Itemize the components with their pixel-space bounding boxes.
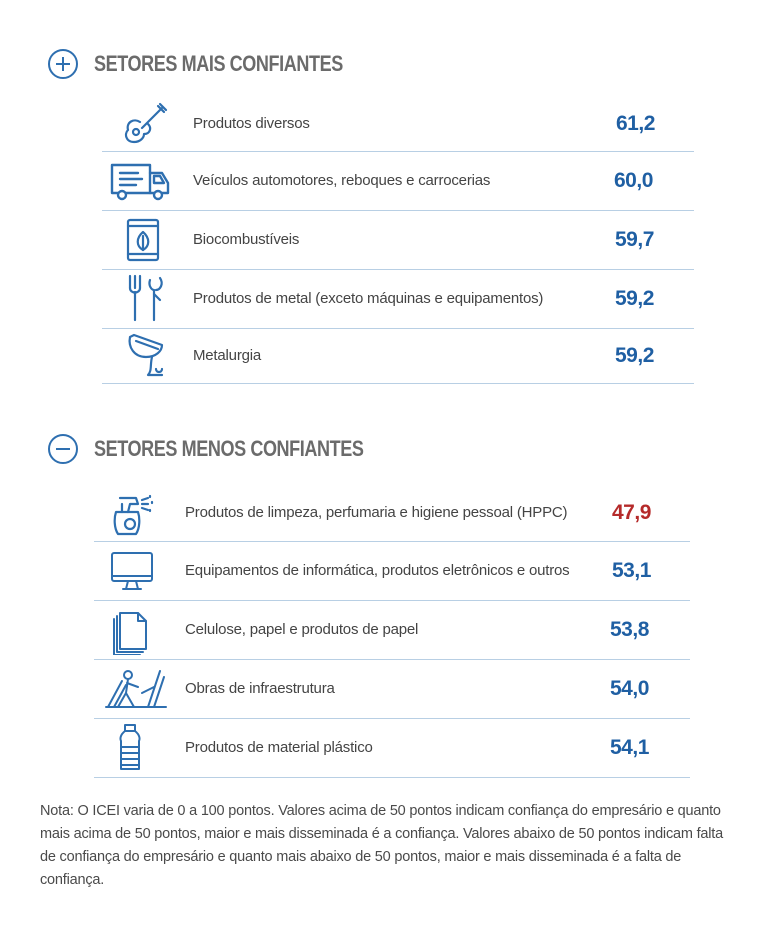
list-item: Celulose, papel e produtos de papel 53,8	[94, 601, 690, 660]
plastic-bottle-icon	[98, 724, 162, 772]
item-label: Obras de infraestrutura	[185, 680, 335, 697]
list-item: Produtos de metal (exceto máquinas e equ…	[102, 270, 694, 329]
paper-stack-icon	[100, 606, 164, 655]
section-title: SETORES MENOS CONFIANTES	[94, 436, 364, 461]
section-title: SETORES MAIS CONFIANTES	[94, 51, 343, 76]
minus-circle-icon	[48, 434, 78, 464]
crucible-pour-icon	[114, 332, 178, 380]
footnote: Nota: O ICEI varia de 0 a 100 pontos. Va…	[40, 803, 723, 888]
item-label: Produtos de metal (exceto máquinas e equ…	[193, 290, 544, 307]
item-label: Metalurgia	[193, 347, 262, 364]
item-value: 54,0	[610, 677, 649, 700]
list-item: Biocombustíveis 59,7	[102, 211, 694, 270]
item-value: 47,9	[612, 500, 651, 524]
spray-bottle-icon	[100, 489, 164, 537]
list-item: Metalurgia 59,2	[102, 329, 694, 384]
item-label: Produtos de limpeza, perfumaria e higien…	[185, 503, 568, 521]
list-item: Produtos diversos 61,2	[102, 96, 694, 152]
item-value: 54,1	[610, 736, 649, 759]
item-value: 53,8	[610, 618, 649, 641]
more-confident-list: Produtos diversos 61,2 Veículos automoto…	[102, 96, 694, 384]
guitar-icon	[112, 100, 176, 148]
item-label: Biocombustíveis	[193, 231, 300, 248]
list-item: Produtos de limpeza, perfumaria e higien…	[94, 484, 690, 542]
item-value: 59,7	[615, 228, 654, 251]
biofuel-barrel-icon	[110, 216, 174, 264]
list-item: Veículos automotores, reboques e carroce…	[102, 152, 694, 211]
item-value: 59,2	[615, 287, 654, 310]
section-header-less-confident: SETORES MENOS CONFIANTES	[48, 434, 423, 464]
item-value: 60,0	[614, 169, 653, 192]
road-worker-icon	[104, 665, 168, 713]
item-value: 53,1	[612, 559, 651, 582]
item-value: 59,2	[615, 344, 654, 367]
less-confident-list: Produtos de limpeza, perfumaria e higien…	[94, 484, 690, 778]
list-item: Obras de infraestrutura 54,0	[94, 660, 690, 719]
item-label: Produtos diversos	[193, 114, 310, 132]
item-label: Equipamentos de informática, produtos el…	[185, 562, 570, 579]
monitor-icon	[100, 547, 164, 595]
list-item: Produtos de material plástico 54,1	[94, 719, 690, 778]
list-item: Equipamentos de informática, produtos el…	[94, 542, 690, 601]
section-header-more-confident: SETORES MAIS CONFIANTES	[48, 49, 397, 79]
item-label: Produtos de material plástico	[185, 739, 373, 756]
truck-icon	[108, 157, 172, 205]
item-label: Veículos automotores, reboques e carroce…	[193, 172, 491, 189]
plus-circle-icon	[48, 49, 78, 79]
fork-wrench-icon	[112, 274, 176, 323]
item-value: 61,2	[616, 111, 655, 135]
item-label: Celulose, papel e produtos de papel	[185, 621, 419, 638]
